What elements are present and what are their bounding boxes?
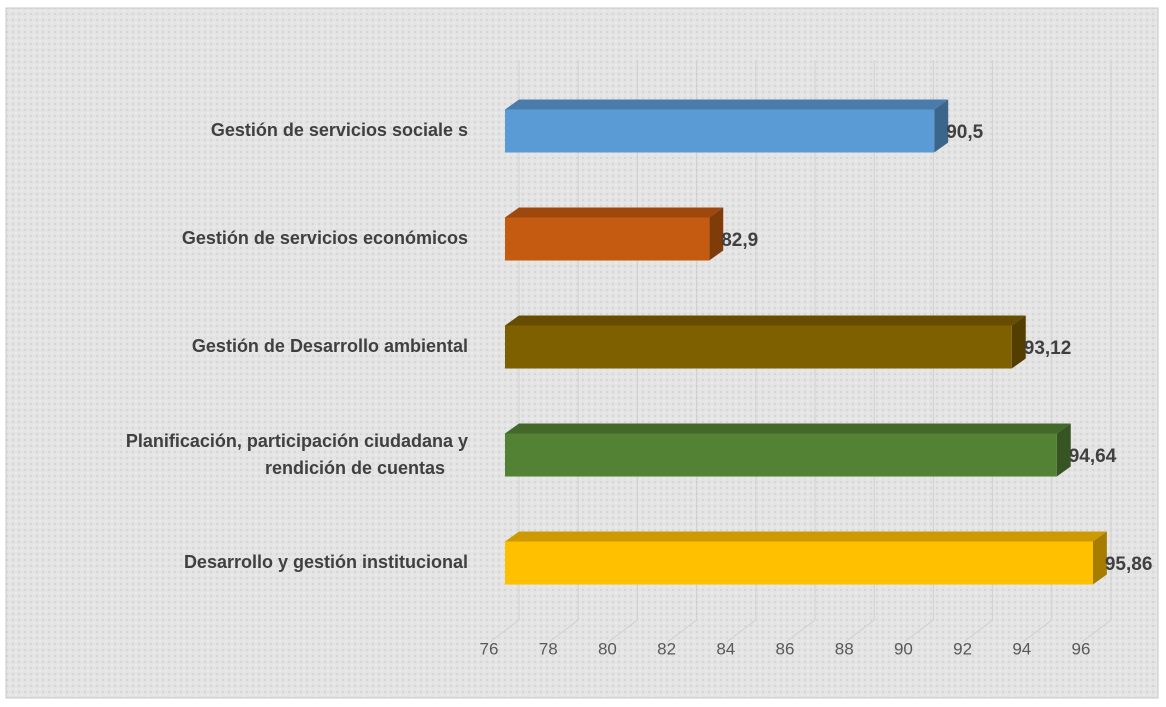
data-label: 90,5 [946,122,983,143]
bar-side [1092,531,1107,585]
grid-line [726,60,757,643]
x-tick-label: 80 [598,639,617,658]
x-tick-label: 88 [835,639,854,658]
bar-top [505,315,1026,326]
bar-side [934,99,949,153]
y-tick-label: Gestión de servicios sociale s [211,120,468,140]
x-tick-label: 84 [716,639,735,658]
bar-top [505,99,949,110]
grid-line [1081,60,1112,643]
grid-line [904,60,934,643]
bar-side [709,207,724,261]
bar [505,109,935,153]
x-tick-label: 92 [953,639,972,658]
y-tick-label: Gestión de Desarrollo ambiental [192,336,468,356]
bar-top [505,423,1071,434]
x-tick-label: 76 [480,639,499,658]
grid-line [785,60,816,643]
data-label: 82,9 [721,230,758,251]
y-tick-label: Desarrollo y gestión institucional [184,552,468,572]
x-tick-label: 90 [894,639,913,658]
data-label: 93,12 [1024,338,1072,359]
grid-line [1022,60,1053,643]
bar-top [505,207,724,218]
x-tick-label: 78 [539,639,558,658]
x-tick-label: 96 [1072,639,1091,658]
bar [505,541,1093,585]
bar-top [505,531,1107,542]
bar [505,433,1057,477]
label-line: rendición de cuentas [265,458,445,478]
y-tick-label: Gestión de servicios económicos [182,228,468,248]
data-label: 94,64 [1069,446,1117,467]
data-label: 95,86 [1105,554,1153,575]
grid-line [963,60,994,643]
bar [505,217,710,261]
x-tick-label: 86 [776,639,795,658]
bar-side [1011,315,1026,369]
bar-side [1056,423,1071,477]
grid-line [844,60,875,643]
y-tick-label: Planificación, participación ciudadana y… [126,431,468,478]
x-tick-label: 94 [1012,639,1031,658]
x-tick-label: 82 [657,639,676,658]
bar [505,325,1012,369]
label-line: Planificación, participación ciudadana y [126,431,468,451]
